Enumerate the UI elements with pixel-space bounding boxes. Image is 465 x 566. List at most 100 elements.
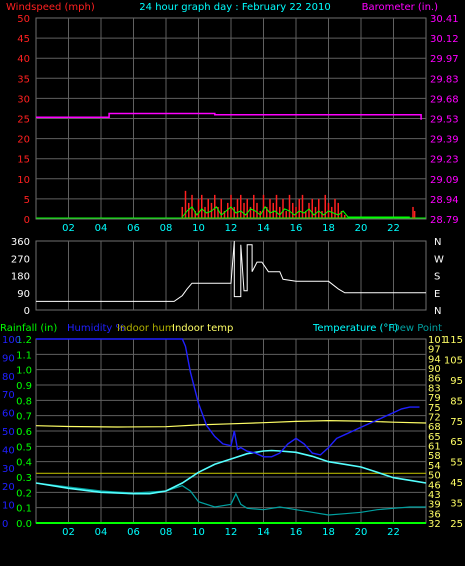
wind-x-tick-08: 08	[160, 223, 173, 234]
barometer-tick-28-94-9: 28.94	[430, 195, 459, 206]
windspeed-axis-label: Windspeed (mph)	[6, 2, 95, 13]
dewpoint-ticks: 115 105 95 85 75 65 55 45 35 25	[444, 335, 463, 530]
wind-x-tick-18: 18	[322, 223, 335, 234]
humidity-tick-30-7: 30	[2, 464, 15, 475]
rain-tick-0-9-3: 0.9	[16, 381, 32, 392]
climate-x-tick-16: 16	[290, 527, 303, 538]
humidity-tick-100-0: 100	[2, 335, 21, 346]
temp-tick-36-18: 36	[428, 509, 441, 520]
humidity-line	[36, 338, 420, 458]
temp-tick-79-6: 79	[428, 393, 441, 404]
climate-x-tick-20: 20	[355, 527, 368, 538]
rain-tick-0-2-10: 0.2	[16, 488, 32, 499]
rainfall-ticks: 1.2 1.1 1.0 0.9 0.8 0.7 0.6 0.5 0.4 0.3 0.2 0.1 0.0	[16, 335, 32, 530]
temp-tick-58-12: 58	[428, 451, 441, 462]
windspeed-tick-15-7: 15	[17, 155, 30, 166]
humidity-tick-50-5: 50	[2, 427, 15, 438]
rain-tick-0-8-4: 0.8	[16, 396, 32, 407]
barometer-tick-29-97-2: 29.97	[430, 54, 459, 65]
direction-tick-360-0: 360	[11, 237, 30, 248]
climate-x-tick-08: 08	[160, 527, 173, 538]
direction-tick-90-3: 90	[17, 289, 30, 300]
wind-x-tick-16: 16	[290, 223, 303, 234]
windspeed-tick-5-9: 5	[24, 195, 30, 206]
humidity-tick-40-6: 40	[2, 445, 15, 456]
dewpoint-tick-35-8: 35	[450, 499, 463, 510]
rain-tick-1-0-2: 1.0	[16, 366, 32, 377]
wind-x-tick-14: 14	[257, 223, 270, 234]
direction-tick-180-2: 180	[11, 272, 30, 283]
direction-degree-ticks: 360 270 180 90 0	[11, 237, 30, 317]
wind-x-tick-20: 20	[355, 223, 368, 234]
dewpoint-tick-105-1: 105	[444, 355, 463, 366]
windspeed-tick-30-4: 30	[17, 94, 30, 105]
direction-line	[36, 240, 426, 302]
rain-tick-0-6-6: 0.6	[16, 427, 32, 438]
direction-series	[36, 240, 426, 302]
barometer-axis-label: Barometer (in.)	[362, 2, 438, 13]
climate-x-tick-06: 06	[127, 527, 140, 538]
barometer-tick-29-53-5: 29.53	[430, 115, 459, 126]
rain-tick-0-3-9: 0.3	[16, 473, 32, 484]
barometer-tick-30-41-0: 30.41	[430, 14, 459, 25]
climate-x-tick-04: 04	[95, 527, 108, 538]
barometer-tick-29-83-3: 29.83	[430, 74, 459, 85]
wind-x-tick-04: 04	[95, 223, 108, 234]
rain-tick-1-1-1: 1.1	[16, 350, 32, 361]
rain-tick-0-0-12: 0.0	[16, 519, 32, 530]
temperature-line	[35, 449, 427, 495]
barometer-tick-29-68-4: 29.68	[430, 94, 459, 105]
humidity-tick-0-10: 0	[2, 519, 8, 530]
wind-x-tick-22: 22	[387, 223, 400, 234]
windspeed-tick-20-6: 20	[17, 135, 30, 146]
rain-tick-0-7-5: 0.7	[16, 412, 32, 423]
dewpoint-tick-95-2: 95	[450, 376, 463, 387]
wind-x-tick-02: 02	[62, 223, 75, 234]
dewpoint-tick-85-3: 85	[450, 396, 463, 407]
temp-tick-97-1: 97	[428, 345, 441, 356]
climate-x-tick-18: 18	[322, 527, 335, 538]
temp-tick-90-3: 90	[428, 364, 441, 375]
chart-title: 24 hour graph day : February 22 2010	[139, 2, 330, 13]
climate-x-tick-22: 22	[387, 527, 400, 538]
barometer-tick-28-79-10: 28.79	[430, 215, 459, 226]
legend-indoor-temp: Indoor temp	[172, 323, 233, 334]
climate-x-tick-14: 14	[257, 527, 270, 538]
climate-x-tick-12: 12	[225, 527, 238, 538]
temp-tick-39-17: 39	[428, 500, 441, 511]
windspeed-tick-45-1: 45	[17, 34, 30, 45]
temp-tick-46-15: 46	[428, 480, 441, 491]
dewpoint-tick-25-9: 25	[450, 519, 463, 530]
dewpoint-tick-45-7: 45	[450, 478, 463, 489]
climate-x-tick-02: 02	[62, 527, 75, 538]
humidity-tick-70-3: 70	[2, 390, 15, 401]
temp-tick-50-14: 50	[428, 471, 441, 482]
rain-tick-0-1-11: 0.1	[16, 504, 32, 515]
temp-tick-61-11: 61	[428, 442, 441, 453]
temp-tick-75-7: 75	[428, 403, 441, 414]
wind-panel-grid	[36, 18, 426, 219]
humidity-tick-90-1: 90	[2, 353, 15, 364]
barometer-ticks: 30.41 30.12 29.97 29.83 29.68 29.53 29.39 29.23…	[430, 14, 459, 226]
temp-tick-54-13: 54	[428, 461, 441, 472]
humidity-tick-60-4: 60	[2, 409, 15, 420]
dewpoint-axis-label: Dew Point	[392, 323, 442, 334]
compass-tick-s-2: S	[434, 272, 440, 283]
wind-panel-x-ticks: 02 04 06 08 10 12 14 16 18 20 22	[62, 223, 400, 234]
rainfall-axis-label: Rainfall (in)	[0, 323, 57, 334]
wind-x-tick-10: 10	[192, 223, 205, 234]
temp-tick-68-9: 68	[428, 422, 441, 433]
indoor-temp-line	[35, 419, 427, 428]
dewpoint-tick-65-5: 65	[450, 437, 463, 448]
windspeed-tick-25-5: 25	[17, 115, 30, 126]
gust-line	[181, 206, 410, 218]
direction-panel-grid	[68, 241, 394, 310]
temp-tick-83-5: 83	[428, 383, 441, 394]
compass-tick-e-3: E	[434, 289, 440, 300]
wind-panel-series	[36, 112, 426, 219]
temp-tick-101-0: 101	[428, 335, 447, 346]
wind-x-tick-12: 12	[225, 223, 238, 234]
barometer-line	[36, 112, 422, 120]
